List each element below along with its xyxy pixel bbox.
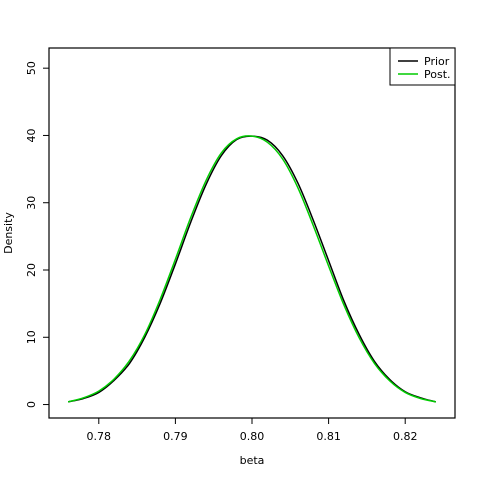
y-tick-label: 30 [25,196,38,210]
x-tick-label: 0.81 [316,430,341,443]
x-axis-title: beta [240,454,265,467]
legend-label-prior: Prior [424,55,450,68]
x-tick-label: 0.79 [163,430,188,443]
legend-box [389,47,456,86]
y-tick-label: 0 [25,401,38,408]
legend: Prior Post. [389,47,456,86]
x-tick-label: 0.82 [393,430,418,443]
legend-label-post: Post. [424,68,451,81]
y-axis-title: Density [2,212,15,254]
x-tick-label: 0.80 [240,430,265,443]
y-tick-label: 20 [25,263,38,277]
series-layer [67,135,437,403]
plot-frame [48,47,456,419]
y-tick-label: 50 [25,61,38,75]
y-axis: 0 10 20 30 40 50 [25,61,49,408]
y-tick-label: 40 [25,128,38,142]
prior-density-curve [67,135,437,403]
x-tick-label: 0.78 [87,430,112,443]
posterior-density-curve [67,135,437,403]
y-tick-label: 10 [25,330,38,344]
x-axis: 0.78 0.79 0.80 0.81 0.82 [87,418,418,443]
